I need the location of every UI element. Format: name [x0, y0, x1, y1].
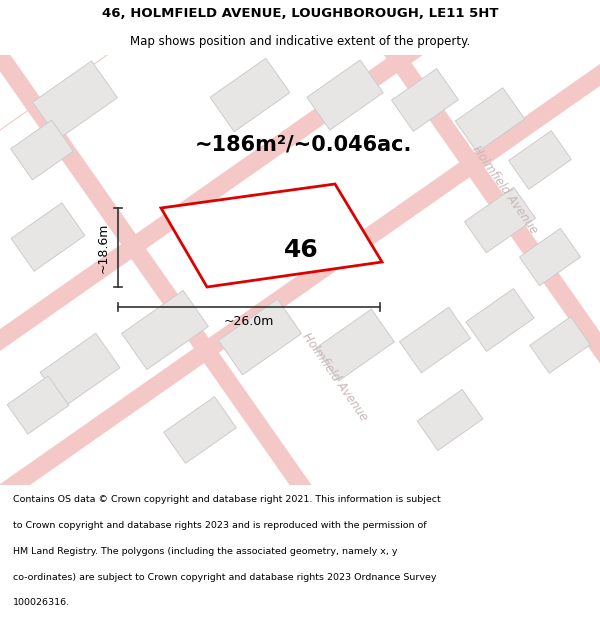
Polygon shape	[0, 0, 415, 625]
Text: 46: 46	[284, 238, 319, 262]
Polygon shape	[218, 299, 302, 375]
Text: to Crown copyright and database rights 2023 and is reproduced with the permissio: to Crown copyright and database rights 2…	[13, 521, 427, 530]
Text: 100026316.: 100026316.	[13, 598, 70, 608]
Polygon shape	[400, 308, 470, 372]
Text: Contains OS data © Crown copyright and database right 2021. This information is : Contains OS data © Crown copyright and d…	[13, 495, 441, 504]
Polygon shape	[11, 203, 85, 271]
Polygon shape	[7, 376, 69, 434]
Polygon shape	[466, 289, 534, 351]
Polygon shape	[530, 317, 590, 373]
Text: co-ordinates) are subject to Crown copyright and database rights 2023 Ordnance S: co-ordinates) are subject to Crown copyr…	[13, 572, 437, 581]
Polygon shape	[161, 184, 382, 287]
Polygon shape	[122, 291, 208, 369]
Polygon shape	[235, 0, 600, 579]
Polygon shape	[455, 88, 524, 152]
Polygon shape	[509, 131, 571, 189]
Polygon shape	[210, 58, 290, 132]
Text: Holmfield Avenue: Holmfield Avenue	[300, 331, 370, 424]
Polygon shape	[417, 389, 483, 451]
Polygon shape	[392, 69, 458, 131]
Text: ~186m²/~0.046ac.: ~186m²/~0.046ac.	[195, 135, 412, 155]
Polygon shape	[316, 309, 394, 381]
Polygon shape	[40, 333, 120, 407]
Polygon shape	[464, 188, 535, 253]
Text: Map shows position and indicative extent of the property.: Map shows position and indicative extent…	[130, 35, 470, 48]
Polygon shape	[520, 228, 581, 286]
Text: 46, HOLMFIELD AVENUE, LOUGHBOROUGH, LE11 5HT: 46, HOLMFIELD AVENUE, LOUGHBOROUGH, LE11…	[102, 8, 498, 20]
Text: ~18.6m: ~18.6m	[97, 222, 110, 272]
Polygon shape	[0, 0, 600, 396]
Polygon shape	[0, 19, 600, 551]
Text: ~26.0m: ~26.0m	[224, 315, 274, 328]
Polygon shape	[164, 397, 236, 463]
Text: HM Land Registry. The polygons (including the associated geometry, namely x, y: HM Land Registry. The polygons (includin…	[13, 547, 398, 556]
Polygon shape	[32, 61, 118, 139]
Text: Holmfield Avenue: Holmfield Avenue	[470, 144, 540, 236]
Polygon shape	[307, 60, 383, 130]
Polygon shape	[11, 120, 73, 180]
